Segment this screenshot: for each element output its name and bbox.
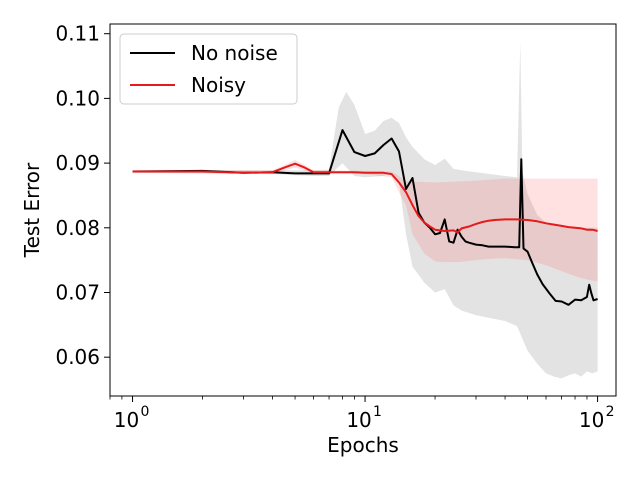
y-axis-label: Test Error <box>20 162 44 258</box>
y-tick-label: 0.06 <box>55 345 100 369</box>
x-tick-label: 10 <box>579 408 604 432</box>
y-tick-label: 0.09 <box>55 151 100 175</box>
legend-box <box>119 33 298 105</box>
x-tick-exponent: 1 <box>373 404 382 420</box>
band-no-noise <box>132 42 598 379</box>
confidence-bands <box>132 42 598 379</box>
plot-frame <box>109 23 617 397</box>
series-line-no-noise <box>132 129 598 306</box>
x-tick-exponent: 0 <box>141 404 150 420</box>
y-tick-label: 0.10 <box>55 86 100 110</box>
legend: No noise Noisy <box>119 33 298 105</box>
y-tick-label: 0.11 <box>55 22 100 46</box>
legend-label-no-noise: No noise <box>191 41 278 65</box>
series-line-noisy <box>132 162 598 234</box>
series-lines <box>132 129 598 306</box>
x-tick-exponent: 2 <box>606 404 615 420</box>
x-tick-label: 10 <box>114 408 139 432</box>
x-tick-label: 10 <box>346 408 371 432</box>
y-tick-label: 0.07 <box>55 280 100 304</box>
x-axis-label: Epochs <box>327 433 399 457</box>
legend-label-noisy: Noisy <box>191 73 246 97</box>
y-tick-label: 0.08 <box>55 216 100 240</box>
band-noisy <box>132 159 598 282</box>
